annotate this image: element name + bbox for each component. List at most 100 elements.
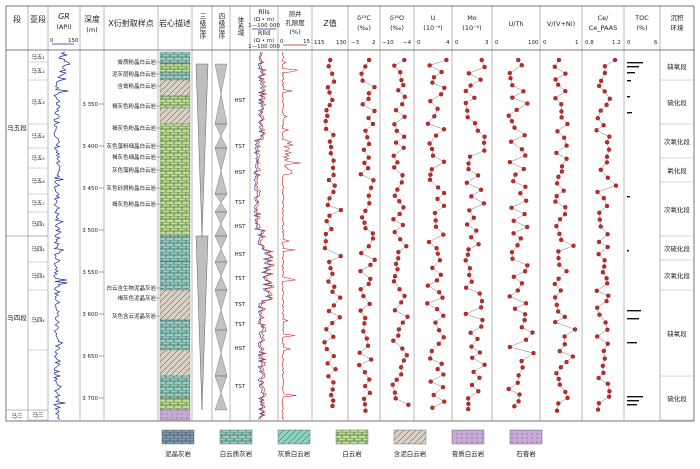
v-point <box>556 57 562 63</box>
v-point <box>557 231 562 237</box>
z-point <box>323 126 329 132</box>
z-point <box>322 245 328 251</box>
mo-point <box>463 88 468 94</box>
env-label: 氧化段 <box>667 166 687 175</box>
tract-label: TST <box>234 322 246 328</box>
mo-point <box>475 128 481 133</box>
v-point <box>562 342 567 347</box>
d18o-point <box>396 88 401 93</box>
ce-point <box>602 70 608 76</box>
mo-point <box>477 291 482 296</box>
uth-point <box>516 57 521 63</box>
ce-point <box>598 224 603 229</box>
d18o-point <box>392 274 398 279</box>
gr-line <box>53 51 71 420</box>
ce-point <box>594 288 599 293</box>
submember-label: 马四₁ <box>31 220 44 228</box>
z-point <box>324 327 329 332</box>
u-point <box>432 210 438 216</box>
submember-label: 马五₅ <box>31 154 44 162</box>
seq4-triangle <box>214 392 228 411</box>
d13c-point <box>366 244 371 249</box>
u-point <box>426 239 432 245</box>
tract-column: HST TST HST TST HST HST TST TST TST HST TST <box>234 98 246 390</box>
d13c-point <box>358 308 363 313</box>
d18o-point <box>395 187 400 192</box>
z-point <box>330 320 335 326</box>
v-point <box>557 217 563 222</box>
seq4-triangle <box>214 63 228 95</box>
uth-point <box>512 125 517 130</box>
uth-point <box>509 250 515 255</box>
uth-point <box>522 317 527 323</box>
mo-point <box>463 258 468 263</box>
header-gr: GR <box>58 12 70 21</box>
d18o-point <box>393 396 398 401</box>
d18o-point <box>402 94 407 99</box>
ce-point <box>604 102 609 108</box>
z-point <box>327 259 332 265</box>
v-point <box>556 309 561 314</box>
core-description-label: 泥灰层粉晶白云岩 <box>112 70 157 78</box>
uth-point <box>508 139 514 144</box>
z-point <box>331 380 336 385</box>
z-point <box>324 346 329 352</box>
v-point <box>556 401 561 406</box>
u-point <box>430 265 435 271</box>
header-rlls-scale: 1—100 000 <box>248 23 280 29</box>
z-point <box>325 361 330 366</box>
toc-bar <box>627 80 631 82</box>
d13c-point <box>366 193 371 198</box>
z-point <box>326 64 331 69</box>
z-point <box>327 139 332 144</box>
header-rlls: Rlls <box>258 8 270 16</box>
toc-bar <box>627 400 639 402</box>
v-point <box>559 164 565 169</box>
d13c-point <box>361 293 366 299</box>
header-d18o-unit: (‰) <box>390 24 404 32</box>
mo-point <box>482 148 487 153</box>
env-label: 硫化段 <box>667 98 687 107</box>
mo-point <box>465 396 471 401</box>
u-point <box>437 290 442 295</box>
d13c-point <box>358 268 363 274</box>
d18o-point <box>401 358 407 363</box>
v-point <box>555 129 560 134</box>
seq4-triangle <box>214 147 228 172</box>
d13c-point <box>357 350 362 355</box>
mo-point <box>466 161 471 166</box>
seq4-triangle <box>214 93 228 125</box>
v-point <box>554 150 559 156</box>
header-d13c-unit: (‰) <box>357 24 371 32</box>
header-d18o: δ¹⁸O <box>390 14 404 22</box>
header-mo-unit: (10⁻⁶) <box>462 24 481 32</box>
d18o-point <box>397 211 402 217</box>
legend-label: 泥晶灰岩 <box>165 449 192 458</box>
ce-point <box>603 320 608 325</box>
submember-label: 马四₄ <box>31 316 45 324</box>
toc-bar <box>627 112 632 114</box>
u-point <box>434 246 439 251</box>
d18o-point <box>392 63 397 68</box>
d18o-point <box>398 237 403 242</box>
tract-label: HST <box>235 252 247 258</box>
d13c-point <box>372 84 377 90</box>
submember-label: 马五₇ <box>31 199 44 207</box>
ce-scale-min: 0.8 <box>585 40 594 46</box>
ce-point <box>601 370 606 376</box>
z-point <box>331 353 336 359</box>
env-label: 次氧化段 <box>664 271 691 280</box>
v-point <box>557 348 562 354</box>
depth-column: 3 350 3 400 3 450 3 500 3 550 3 600 3 650 3 700 <box>82 102 104 402</box>
d18o-point <box>395 160 400 165</box>
ce-point <box>601 123 606 128</box>
v-point <box>556 276 561 281</box>
uth-scale-max: 100 <box>528 40 539 46</box>
d18o-point <box>400 222 406 228</box>
v-point <box>557 382 562 387</box>
v-point <box>559 169 565 174</box>
core-description-label: 褐灰色细晶白云岩 <box>112 153 157 161</box>
mo-point <box>463 100 468 106</box>
ce-point <box>604 160 610 165</box>
